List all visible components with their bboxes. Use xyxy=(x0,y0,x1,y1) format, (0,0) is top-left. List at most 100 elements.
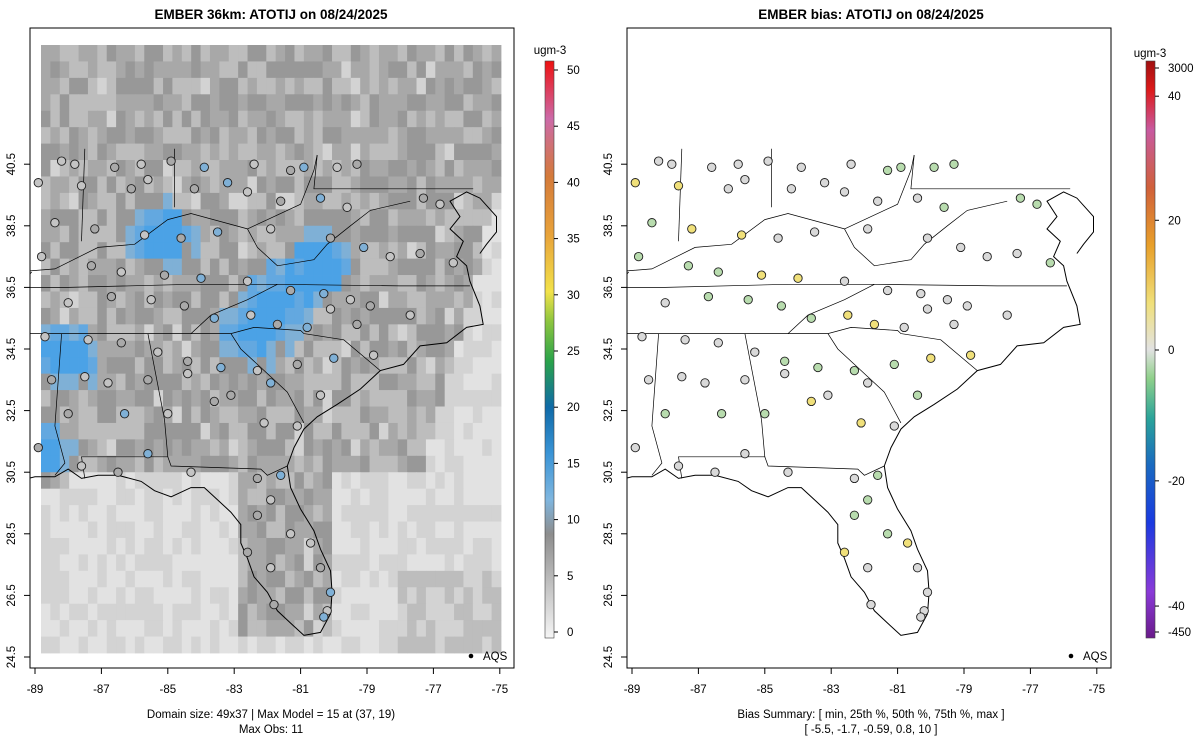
aqs-site-marker xyxy=(813,362,823,373)
colorbar-tick-label: 40 xyxy=(567,177,580,189)
grid-cell xyxy=(454,94,464,112)
grid-cell xyxy=(350,422,361,440)
grid-cell xyxy=(266,61,277,79)
grid-cell xyxy=(228,77,239,95)
grid-cell xyxy=(350,390,361,407)
grid-cell xyxy=(369,242,380,260)
grid-cell xyxy=(50,570,61,588)
aqs-site-marker xyxy=(949,159,959,169)
grid-cell xyxy=(59,324,70,342)
grid-cell xyxy=(378,110,389,128)
grid-cell xyxy=(172,110,183,128)
grid-cell xyxy=(303,258,314,276)
grid-cell xyxy=(87,324,98,342)
grid-cell xyxy=(116,94,126,112)
grid-cell xyxy=(106,258,117,276)
grid-cell xyxy=(491,61,502,79)
aqs-site-marker xyxy=(83,335,93,345)
grid-cell xyxy=(454,422,464,440)
grid-cell xyxy=(322,77,333,95)
grid-cell xyxy=(285,603,295,621)
aqs-site-marker xyxy=(418,193,429,203)
grid-cell xyxy=(191,77,201,95)
grid-cell xyxy=(322,537,333,555)
grid-cell xyxy=(322,324,333,342)
grid-cell xyxy=(134,143,145,161)
state-border xyxy=(844,200,1008,267)
grid-cell xyxy=(332,357,342,375)
grid-cell xyxy=(444,373,455,391)
grid-cell xyxy=(360,110,370,128)
grid-cell xyxy=(256,603,267,621)
grid-cell xyxy=(303,570,314,588)
grid-cell xyxy=(59,209,70,227)
state-boundaries xyxy=(30,148,497,636)
grid-cell xyxy=(69,307,79,325)
colorbar-unit: ugm-3 xyxy=(1134,48,1167,60)
grid-cell xyxy=(163,390,173,407)
grid-cell xyxy=(219,192,230,210)
grid-cell xyxy=(397,340,408,358)
aqs-site-marker xyxy=(956,242,966,253)
grid-cell xyxy=(378,636,389,654)
grid-cell xyxy=(97,307,108,325)
grid-cell xyxy=(97,390,108,407)
grid-cell xyxy=(266,636,277,654)
y-tick-label: 34.5 xyxy=(6,338,18,360)
grid-cell xyxy=(144,242,155,260)
grid-cell xyxy=(275,587,286,605)
grid-cell xyxy=(125,357,136,375)
grid-cell xyxy=(491,570,502,588)
aqs-site-marker xyxy=(863,495,873,505)
grid-cell xyxy=(41,275,51,292)
grid-cell xyxy=(163,110,173,128)
grid-cell xyxy=(163,225,173,243)
grid-cell xyxy=(238,587,248,605)
grid-cell xyxy=(313,554,324,572)
grid-cell xyxy=(397,209,408,227)
grid-cell xyxy=(134,521,145,539)
grid-cell xyxy=(172,94,183,112)
grid-cell xyxy=(378,587,389,605)
grid-cell xyxy=(435,537,446,555)
legend-dot-icon xyxy=(1068,653,1074,659)
grid-cell xyxy=(78,570,89,588)
grid-cell xyxy=(69,275,79,292)
grid-cell xyxy=(191,242,201,260)
grid-cell xyxy=(294,291,305,309)
grid-cell xyxy=(332,373,342,391)
grid-cell xyxy=(209,439,220,457)
grid-cell xyxy=(238,636,248,654)
grid-cell xyxy=(116,143,126,161)
grid-cell xyxy=(238,357,248,375)
grid-cell xyxy=(87,554,98,572)
grid-cell xyxy=(407,160,417,177)
grid-cell xyxy=(172,455,183,473)
grid-cell xyxy=(285,357,295,375)
aqs-site-marker xyxy=(246,310,256,320)
grid-cell xyxy=(369,488,380,506)
grid-cell xyxy=(116,61,126,79)
grid-cell xyxy=(116,390,126,407)
grid-cell xyxy=(181,439,192,457)
grid-cell xyxy=(472,537,483,555)
aqs-site-marker xyxy=(1015,193,1026,203)
colorbar-tick-label: 15 xyxy=(567,458,580,470)
grid-cell xyxy=(454,291,464,309)
grid-cell xyxy=(209,521,220,539)
grid-cell xyxy=(285,340,295,358)
aqs-site-marker xyxy=(259,418,269,428)
grid-cell xyxy=(238,176,248,194)
grid-cell xyxy=(407,439,417,457)
grid-cell xyxy=(153,275,164,292)
aqs-site-marker xyxy=(86,261,97,271)
grid-cell xyxy=(97,77,108,95)
grid-cell xyxy=(491,636,502,654)
grid-cell xyxy=(50,160,61,177)
grid-cell xyxy=(275,209,286,227)
aqs-site-marker xyxy=(763,156,773,166)
aqs-site-marker xyxy=(183,356,193,366)
grid-cell xyxy=(341,94,352,112)
grid-cell xyxy=(163,357,173,375)
